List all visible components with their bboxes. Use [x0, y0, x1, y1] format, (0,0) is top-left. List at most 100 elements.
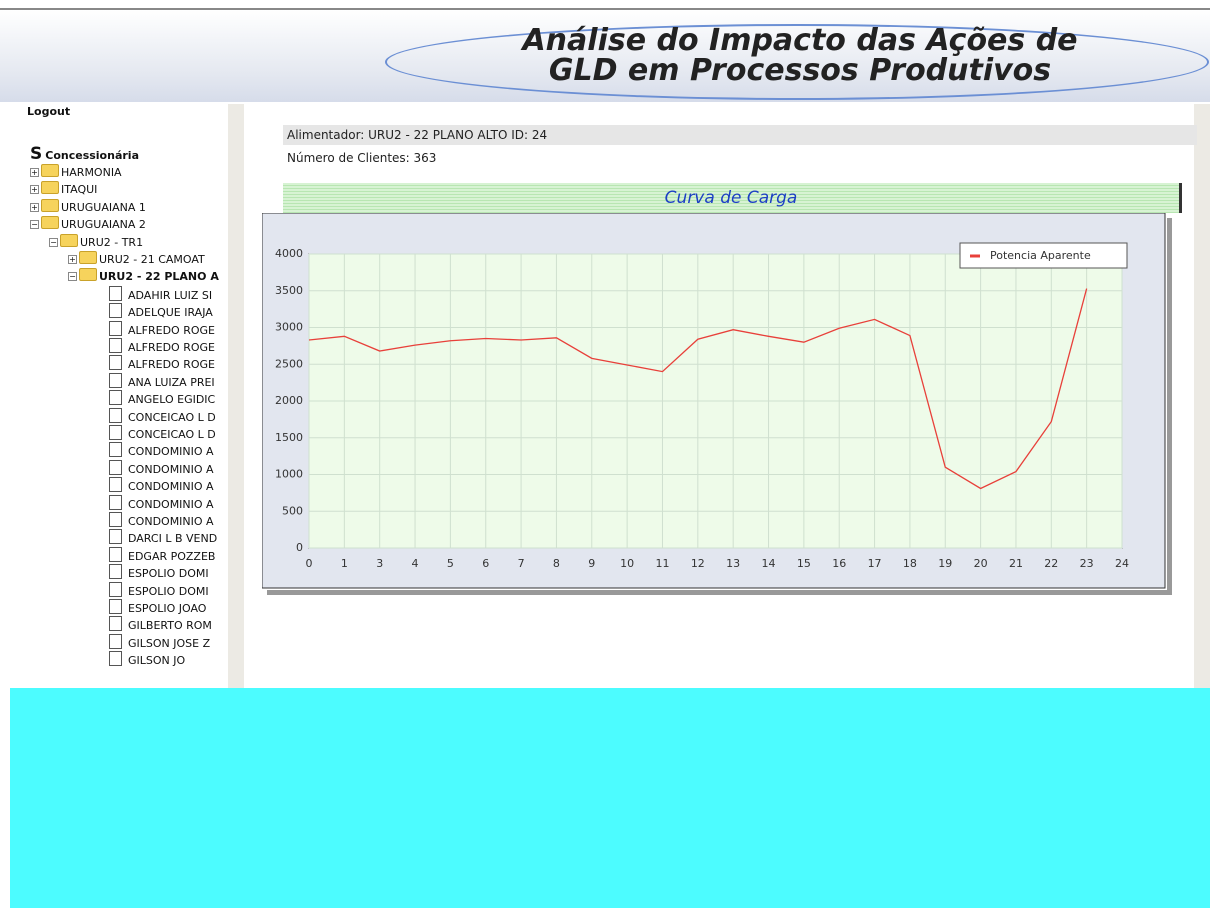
tree-item[interactable]: CONDOMINIO A — [109, 494, 214, 511]
x-tick-label: 3 — [376, 557, 383, 570]
folder-icon — [60, 233, 78, 247]
expander: + — [30, 168, 39, 177]
file-icon — [109, 546, 122, 562]
tree-item[interactable]: EDGAR POZZEB — [109, 546, 216, 563]
tree-item[interactable]: + HARMONIA — [30, 164, 122, 180]
tree-label: GILBERTO ROM — [128, 619, 212, 633]
tree-label: CONCEICAO L D — [128, 428, 216, 441]
header-ellipse — [385, 24, 1209, 100]
tree-label: EDGAR POZZEB — [128, 549, 216, 563]
file-icon — [109, 338, 122, 353]
x-tick-label: 7 — [518, 557, 525, 570]
tree-label: ANGELO EGIDIC — [128, 393, 216, 407]
folder-icon — [41, 216, 59, 230]
tree-item[interactable]: − URU2 - 22 PLANO A — [68, 268, 219, 284]
tree-item[interactable]: GILSON JOSE Z — [109, 633, 210, 650]
scrollbar[interactable] — [1194, 104, 1210, 694]
tree-item[interactable]: ESPOLIO JOAO — [109, 599, 206, 615]
sidebar: Logout S Concessionária + HARMONIA + ITAQUI + U… — [0, 102, 245, 702]
tree-item[interactable]: GILBERTO ROM — [109, 616, 212, 632]
x-tick-label: 0 — [306, 557, 313, 570]
tree-label: ALFREDO ROGE — [128, 323, 215, 337]
file-icon — [109, 564, 122, 580]
expander: + — [30, 202, 39, 212]
tree-label: URU2 - 21 CAMOAT — [99, 253, 205, 266]
tree-item[interactable]: + URUGUAIANA 1 — [30, 198, 146, 215]
x-tick-label: 19 — [938, 557, 952, 570]
expander: + — [68, 255, 77, 264]
tree-item[interactable]: GILSON JO — [109, 651, 185, 667]
tree-item[interactable]: ALFREDO ROGE — [109, 355, 215, 371]
folder-icon — [41, 198, 59, 212]
tree-item[interactable]: CONDOMINIO A — [109, 459, 214, 476]
x-tick-label: 11 — [655, 557, 669, 570]
x-tick-label: 9 — [588, 557, 595, 570]
tree-item[interactable]: − URUGUAIANA 2 — [30, 216, 146, 232]
tree-item[interactable]: − URU2 - TR1 — [49, 233, 144, 250]
tree-item[interactable]: CONDOMINIO A — [109, 442, 214, 458]
tree-label: CONDOMINIO A — [128, 515, 214, 528]
info-line: Número de Clientes: 363 — [287, 151, 437, 165]
tree-item[interactable]: ANA LUIZA PREI — [109, 372, 215, 389]
tree-item[interactable]: ESPOLIO DOMI — [109, 581, 209, 598]
tree-item[interactable]: ALFREDO ROGE — [109, 338, 215, 354]
y-tick-label: 2000 — [275, 394, 303, 407]
chart-title: Curva de Carga — [283, 183, 1182, 213]
tree-label: ADAHIR LUIZ SI — [128, 288, 213, 302]
tree-item[interactable]: ALFREDO ROGE — [109, 320, 215, 337]
x-tick-label: 16 — [832, 557, 846, 570]
y-tick-label: 4000 — [275, 247, 303, 260]
tree-label: ALFREDO ROGE — [128, 341, 215, 354]
x-tick-label: 4 — [412, 557, 419, 570]
legend-label: Potencia Aparente — [990, 249, 1091, 262]
tree-label: URU2 - 22 PLANO A — [99, 270, 219, 284]
tree-item[interactable]: ADAHIR LUIZ SI — [109, 285, 213, 302]
tree-label: URUGUAIANA 2 — [61, 218, 146, 232]
expander: − — [30, 220, 39, 230]
tree-item[interactable]: ANGELO EGIDIC — [109, 390, 215, 406]
tree-label: Concessionária — [45, 149, 139, 162]
x-tick-label: 13 — [726, 557, 740, 570]
tree-label: ADELQUE IRAJA — [128, 306, 213, 320]
tree-item[interactable]: + ITAQUI — [30, 181, 97, 197]
file-icon — [109, 633, 122, 649]
tree-item[interactable]: + URU2 - 21 CAMOAT — [68, 251, 205, 267]
tree-item[interactable]: CONDOMINIO A — [109, 477, 214, 493]
tree-label: URU2 - TR1 — [80, 235, 144, 249]
tree-item[interactable]: CONCEICAO L D — [109, 425, 216, 441]
file-icon — [109, 599, 122, 614]
tree-label: ESPOLIO DOMI — [128, 567, 209, 581]
tree-item[interactable]: CONCEICAO L D — [109, 407, 216, 424]
tree-label: CONDOMINIO A — [128, 445, 214, 459]
tree-label: ITAQUI — [61, 183, 98, 197]
file-icon — [109, 355, 122, 371]
y-tick-label: 3000 — [275, 321, 303, 334]
file-icon — [109, 529, 122, 545]
header-title: GLD em Processos Produtivos — [548, 53, 1052, 88]
tree-label: CONDOMINIO A — [128, 462, 214, 476]
info-line: Alimentador: URU2 - 22 PLANO ALTO ID: 24 — [283, 125, 1197, 145]
folder-icon — [41, 181, 59, 195]
x-tick-label: 8 — [553, 557, 560, 570]
legend-box — [959, 242, 1128, 269]
tree-label: CONDOMINIO A — [128, 497, 214, 511]
tree-label: ESPOLIO JOAO — [128, 602, 207, 615]
x-tick-label: 17 — [868, 557, 882, 570]
file-icon — [109, 494, 122, 510]
tree-label: URUGUAIANA 1 — [61, 200, 146, 214]
file-icon — [109, 303, 122, 319]
tree-item[interactable]: ADELQUE IRAJA — [109, 303, 213, 319]
scrollbar[interactable] — [228, 104, 244, 704]
expander: − — [49, 237, 58, 247]
tree-item[interactable]: ESPOLIO DOMI — [109, 564, 209, 580]
x-tick-label: 10 — [620, 557, 634, 570]
root-icon: S — [30, 144, 43, 164]
tree-item[interactable]: S Concessionária — [30, 144, 139, 164]
tree-item[interactable]: DARCI L B VEND — [109, 529, 217, 545]
logout-link[interactable]: Logout — [27, 105, 71, 118]
file-icon — [109, 320, 122, 336]
x-tick-label: 12 — [691, 557, 705, 570]
tree-item[interactable]: CONDOMINIO A — [109, 512, 214, 528]
